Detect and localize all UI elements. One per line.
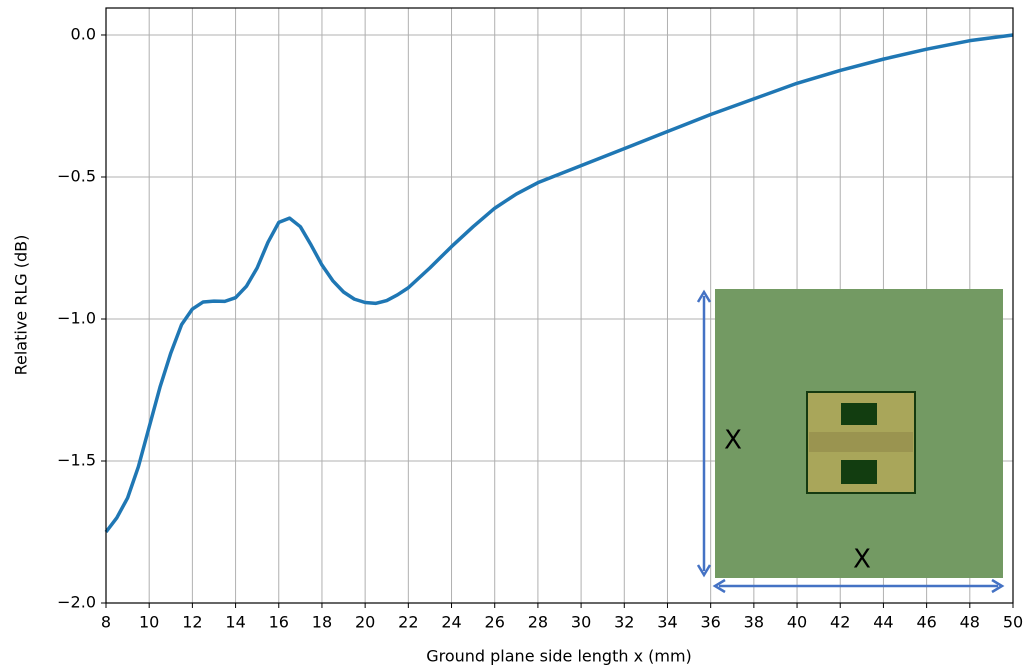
x-tick-label: 8: [101, 613, 111, 632]
inset-label: X: [853, 545, 871, 575]
x-tick-label: 18: [312, 613, 332, 632]
x-tick-label: 14: [225, 613, 245, 632]
y-tick-label: −0.5: [57, 166, 96, 185]
element-top: [841, 403, 877, 425]
x-tick-label: 10: [139, 613, 159, 632]
inset-label: X: [724, 426, 742, 456]
feed-strip: [809, 432, 913, 452]
x-tick-label: 20: [355, 613, 375, 632]
y-tick-label: −2.0: [57, 593, 96, 612]
y-axis-label: Relative RLG (dB): [12, 235, 31, 376]
inset-diagram: X X: [698, 289, 1003, 592]
x-tick-label: 26: [485, 613, 505, 632]
x-tick-label: 34: [657, 613, 677, 632]
chart: X X Ground plane side length x (mm) Rela…: [0, 0, 1028, 668]
x-tick-label: 44: [873, 613, 893, 632]
x-tick-label: 50: [1003, 613, 1023, 632]
x-tick-label: 32: [614, 613, 634, 632]
x-tick-label: 42: [830, 613, 850, 632]
x-tick-label: 46: [916, 613, 936, 632]
x-tick-label: 38: [744, 613, 764, 632]
x-tick-label: 22: [398, 613, 418, 632]
x-tick-label: 36: [700, 613, 720, 632]
x-axis-label: Ground plane side length x (mm): [426, 647, 692, 666]
x-tick-label: 16: [269, 613, 289, 632]
x-tick-label: 28: [528, 613, 548, 632]
x-tick-label: 12: [182, 613, 202, 632]
y-tick-label: −1.5: [57, 450, 96, 469]
x-tick-label: 40: [787, 613, 807, 632]
x-tick-label: 48: [960, 613, 980, 632]
y-tick-label: 0.0: [71, 24, 96, 43]
y-tick-label: −1.0: [57, 308, 96, 327]
x-tick-label: 24: [441, 613, 461, 632]
element-bottom: [841, 460, 877, 484]
x-tick-label: 30: [571, 613, 591, 632]
